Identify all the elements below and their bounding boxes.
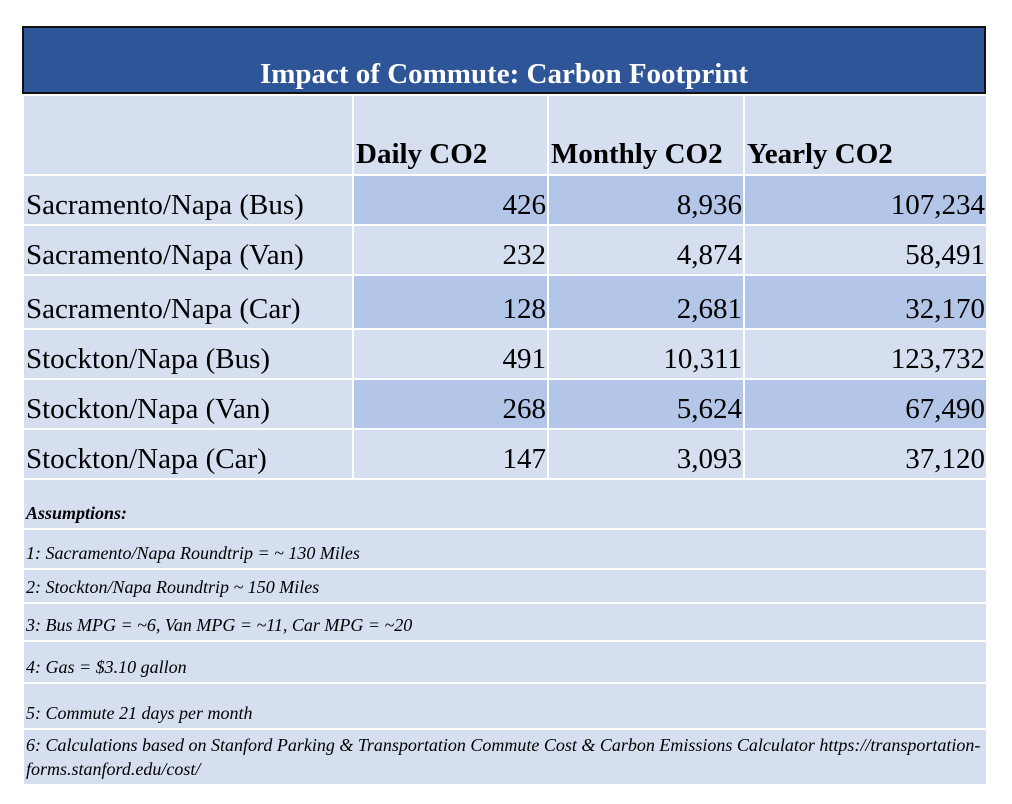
monthly-co2-cell: 10,311 [547,328,745,380]
daily-co2-cell: 232 [352,224,549,276]
table-title: Impact of Commute: Carbon Footprint [22,26,986,94]
monthly-co2-cell: 8,936 [547,174,745,226]
assumption-item: 5: Commute 21 days per month [22,682,988,730]
yearly-co2-cell: 37,120 [743,428,988,480]
assumptions-heading: Assumptions: [22,478,988,530]
yearly-co2-cell: 67,490 [743,378,988,430]
route-label: Sacramento/Napa (Bus) [22,174,354,226]
assumptions-heading-row: Assumptions: [22,478,988,530]
column-header-yearly: Yearly CO2 [743,94,988,176]
yearly-co2-cell: 58,491 [743,224,988,276]
assumption-row: 6: Calculations based on Stanford Parkin… [22,728,988,786]
table-row: Sacramento/Napa (Car) 128 2,681 32,170 [22,274,988,330]
column-header-monthly: Monthly CO2 [547,94,745,176]
yearly-co2-cell: 32,170 [743,274,988,330]
column-header-daily: Daily CO2 [352,94,549,176]
co2-data-table: Daily CO2 Monthly CO2 Yearly CO2 Sacrame… [22,94,988,786]
assumption-item: 1: Sacramento/Napa Roundtrip = ~ 130 Mil… [22,528,988,570]
daily-co2-cell: 147 [352,428,549,480]
assumption-row: 2: Stockton/Napa Roundtrip ~ 150 Miles [22,568,988,604]
table-row: Stockton/Napa (Van) 268 5,624 67,490 [22,378,988,430]
route-label: Stockton/Napa (Van) [22,378,354,430]
daily-co2-cell: 268 [352,378,549,430]
route-label: Sacramento/Napa (Van) [22,224,354,276]
monthly-co2-cell: 5,624 [547,378,745,430]
monthly-co2-cell: 4,874 [547,224,745,276]
route-label: Sacramento/Napa (Car) [22,274,354,330]
assumption-item: 6: Calculations based on Stanford Parkin… [22,728,988,786]
yearly-co2-cell: 107,234 [743,174,988,226]
assumption-row: 5: Commute 21 days per month [22,682,988,730]
carbon-footprint-table: Impact of Commute: Carbon Footprint Dail… [22,26,988,786]
table-row: Stockton/Napa (Bus) 491 10,311 123,732 [22,328,988,380]
assumption-row: 1: Sacramento/Napa Roundtrip = ~ 130 Mil… [22,528,988,570]
assumption-item: 4: Gas = $3.10 gallon [22,640,988,684]
table-row: Sacramento/Napa (Van) 232 4,874 58,491 [22,224,988,276]
yearly-co2-cell: 123,732 [743,328,988,380]
daily-co2-cell: 491 [352,328,549,380]
table-row: Sacramento/Napa (Bus) 426 8,936 107,234 [22,174,988,226]
route-label: Stockton/Napa (Car) [22,428,354,480]
assumption-item: 2: Stockton/Napa Roundtrip ~ 150 Miles [22,568,988,604]
daily-co2-cell: 128 [352,274,549,330]
column-header-route [22,94,354,176]
assumption-row: 4: Gas = $3.10 gallon [22,640,988,684]
table-row: Stockton/Napa (Car) 147 3,093 37,120 [22,428,988,480]
assumption-item: 3: Bus MPG = ~6, Van MPG = ~11, Car MPG … [22,602,988,642]
column-header-row: Daily CO2 Monthly CO2 Yearly CO2 [22,94,988,176]
assumption-row: 3: Bus MPG = ~6, Van MPG = ~11, Car MPG … [22,602,988,642]
route-label: Stockton/Napa (Bus) [22,328,354,380]
daily-co2-cell: 426 [352,174,549,226]
monthly-co2-cell: 2,681 [547,274,745,330]
monthly-co2-cell: 3,093 [547,428,745,480]
